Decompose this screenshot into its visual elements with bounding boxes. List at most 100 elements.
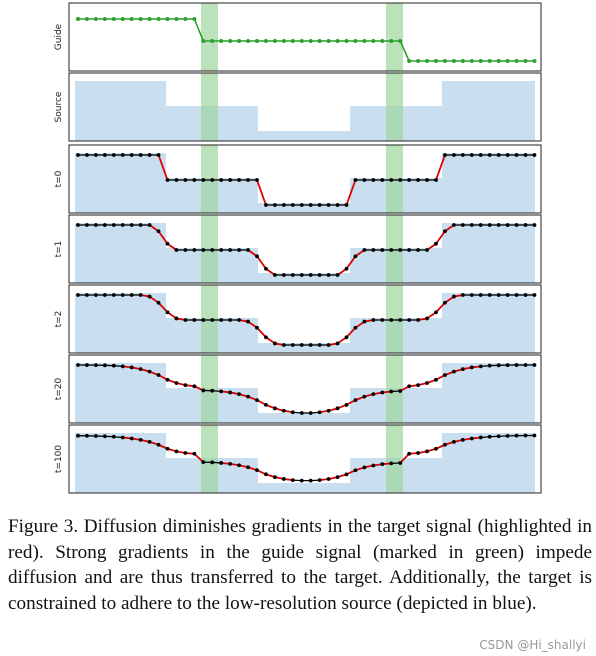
target-point (326, 203, 331, 207)
guide-point (308, 39, 313, 43)
panel-t-100: t=100 (54, 424, 542, 494)
target-segment (345, 179, 357, 206)
target-point (326, 477, 331, 481)
target-point (505, 223, 510, 227)
target-point (264, 266, 268, 271)
panel-t-20: t=20 (54, 354, 542, 424)
source-block (442, 433, 535, 493)
target-point (317, 273, 322, 277)
panel-t-0: t=0 (54, 144, 542, 214)
target-point (487, 434, 492, 439)
target-point (299, 343, 304, 347)
target-point (174, 178, 179, 182)
target-point (147, 369, 152, 374)
panel-frame (68, 214, 542, 284)
target-point (389, 389, 394, 394)
guide-point (263, 39, 268, 43)
target-point (183, 248, 188, 252)
target-point (219, 248, 224, 252)
target-point (246, 394, 250, 399)
target-point (102, 223, 107, 227)
guide-point (102, 17, 107, 21)
target-point (416, 451, 420, 455)
target-point (416, 318, 420, 322)
guide-point (344, 39, 349, 43)
target-point (174, 381, 179, 385)
target-point (237, 463, 242, 468)
target-point (344, 335, 349, 340)
target-point (94, 153, 98, 157)
guide-point (120, 17, 125, 21)
target-point (156, 153, 161, 157)
guide-point (201, 39, 206, 43)
guide-point (111, 17, 116, 21)
target-point (264, 402, 268, 407)
target-point (147, 153, 152, 157)
target-point (326, 273, 331, 277)
target-segment (157, 230, 169, 245)
source-block (258, 203, 350, 213)
panel-t-1: t=1 (54, 214, 542, 284)
target-point (505, 153, 510, 157)
target-segment (256, 179, 267, 206)
target-point (317, 478, 322, 483)
source-block (442, 293, 535, 353)
target-point (308, 343, 313, 347)
target-segment (256, 327, 267, 338)
target-point (111, 363, 116, 368)
target-point (281, 343, 286, 347)
target-point (326, 408, 331, 413)
target-segment (435, 154, 446, 181)
guide-edge-band (386, 3, 403, 71)
target-point (460, 437, 465, 442)
guide-point (398, 39, 403, 43)
target-point (290, 343, 295, 347)
target-point (308, 478, 313, 483)
target-point (362, 178, 367, 182)
guide-edge-band (201, 145, 218, 213)
target-point (129, 293, 134, 297)
target-point (129, 223, 134, 227)
target-point (210, 388, 215, 393)
target-point (398, 178, 403, 182)
target-point (201, 460, 206, 465)
target-point (389, 178, 394, 182)
target-point (76, 293, 80, 297)
target-point (174, 248, 179, 252)
guide-point (505, 59, 510, 63)
target-point (335, 475, 340, 480)
guide-point (487, 59, 492, 63)
target-point (156, 300, 161, 305)
guide-point (460, 59, 465, 63)
target-point (523, 363, 528, 367)
target-point (478, 435, 483, 440)
target-point (94, 434, 98, 438)
target-point (532, 433, 537, 438)
target-point (192, 178, 197, 182)
target-point (120, 435, 125, 440)
guide-point (246, 39, 251, 43)
guide-point (272, 39, 277, 43)
target-point (487, 153, 492, 157)
panel-frame (68, 2, 542, 72)
target-point (496, 363, 501, 368)
guide-edge-band (386, 355, 403, 423)
guide-point (478, 59, 483, 63)
target-point (353, 398, 358, 403)
target-point (147, 440, 152, 444)
target-point (371, 248, 376, 252)
target-point (452, 223, 456, 227)
target-point (192, 318, 197, 322)
target-point (174, 449, 179, 454)
target-point (407, 248, 412, 252)
panel-label: Source (54, 91, 64, 122)
guide-point (192, 17, 197, 21)
target-point (201, 248, 206, 252)
target-point (380, 248, 385, 252)
target-point (514, 433, 519, 438)
target-point (255, 398, 259, 403)
target-point (281, 203, 286, 207)
guide-point (380, 39, 385, 43)
source-block (442, 81, 535, 141)
target-point (398, 461, 403, 465)
